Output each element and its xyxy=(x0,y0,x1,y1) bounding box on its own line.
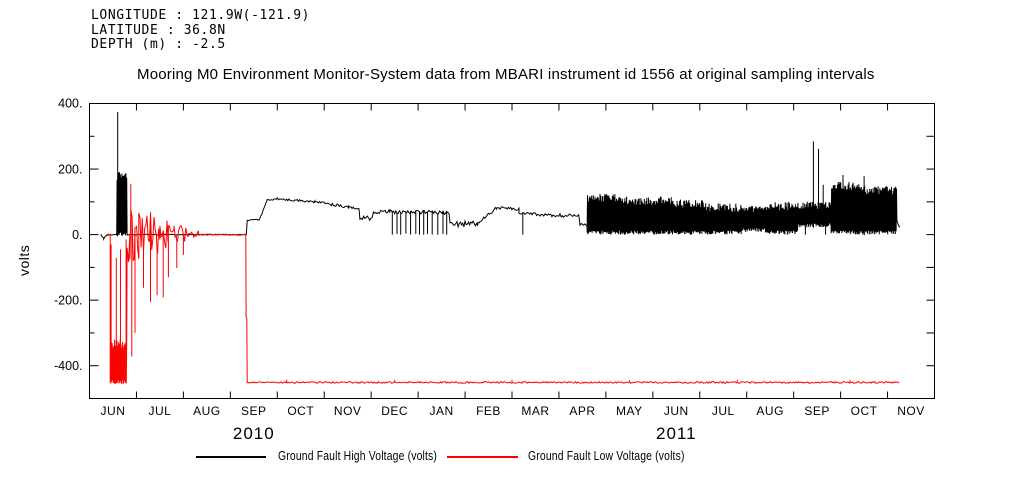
svg-text:400.: 400. xyxy=(58,97,82,111)
svg-text:APR: APR xyxy=(569,404,595,418)
header-depth: DEPTH (m) : -2.5 xyxy=(91,37,226,52)
y-axis-title: volts xyxy=(16,244,32,276)
svg-text:JUN: JUN xyxy=(664,404,689,418)
low-voltage-line-swatch xyxy=(447,456,518,458)
series-ground-fault-low-voltage xyxy=(106,183,900,385)
svg-text:JAN: JAN xyxy=(429,404,453,418)
svg-text:JUL: JUL xyxy=(712,404,735,418)
svg-text:-200.: -200. xyxy=(54,293,83,307)
svg-text:JUN: JUN xyxy=(101,404,126,418)
svg-text:DEC: DEC xyxy=(381,404,408,418)
axes: JUN JUL AUG SEP OCT NOV DEC JAN FEB MAR APR MAY JUN J… xyxy=(54,97,935,443)
chart-title: Mooring M0 Environment Monitor-System da… xyxy=(137,66,875,83)
svg-text:200.: 200. xyxy=(58,162,82,176)
header-block: LONGITUDE : 121.9W(-121.9) LATITUDE : 36… xyxy=(91,8,311,53)
svg-text:0.: 0. xyxy=(72,228,82,242)
svg-text:SEP: SEP xyxy=(804,404,830,418)
high-voltage-line-swatch xyxy=(196,456,266,458)
svg-text:2010: 2010 xyxy=(233,424,275,443)
svg-text:MAR: MAR xyxy=(521,404,549,418)
svg-text:JUL: JUL xyxy=(148,404,171,418)
svg-text:MAY: MAY xyxy=(616,404,643,418)
svg-text:2011: 2011 xyxy=(656,424,697,443)
svg-text:OCT: OCT xyxy=(287,404,314,418)
header-latitude: LATITUDE : 36.8N xyxy=(91,22,226,38)
y-axis: 400. 200. 0. -200. -400. xyxy=(54,97,935,399)
header-longitude: LONGITUDE : 121.9W(-121.9) xyxy=(91,8,311,23)
series-ground-fault-high-voltage xyxy=(100,112,901,241)
svg-text:AUG: AUG xyxy=(193,404,221,418)
legend-label-high-voltage: Ground Fault High Voltage (volts) xyxy=(278,448,438,463)
svg-text:NOV: NOV xyxy=(334,404,362,418)
svg-text:-400.: -400. xyxy=(54,359,83,373)
legend-label-low-voltage: Ground Fault Low Voltage (volts) xyxy=(528,448,685,463)
x-axis: JUN JUL AUG SEP OCT NOV DEC JAN FEB MAR APR MAY JUN J… xyxy=(89,103,935,443)
svg-text:FEB: FEB xyxy=(476,404,501,418)
svg-text:AUG: AUG xyxy=(756,404,784,418)
svg-text:SEP: SEP xyxy=(241,404,267,418)
svg-text:NOV: NOV xyxy=(897,404,925,418)
svg-text:OCT: OCT xyxy=(851,404,878,418)
